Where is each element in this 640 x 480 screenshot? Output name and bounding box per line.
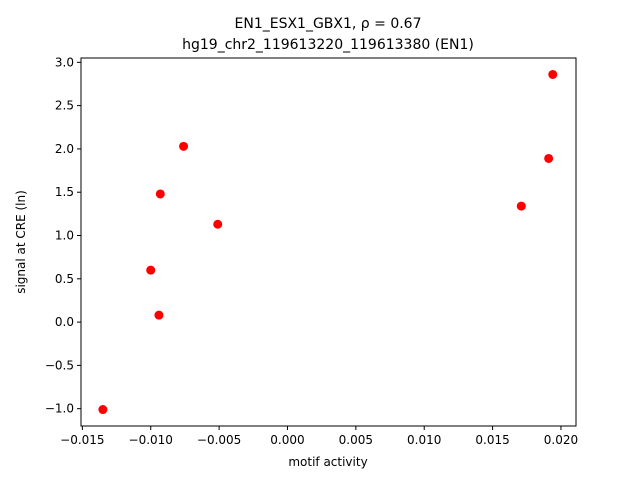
plot-frame bbox=[80, 57, 577, 427]
chart-subtitle: hg19_chr2_119613220_119613380 (EN1) bbox=[182, 37, 474, 53]
y-tick-label: 2.5 bbox=[55, 99, 74, 113]
point bbox=[98, 405, 108, 415]
point bbox=[146, 265, 156, 275]
x-tick-label: 0.015 bbox=[475, 433, 509, 447]
point bbox=[179, 141, 189, 151]
y-tick-label: 3.0 bbox=[55, 55, 74, 69]
chart-title: EN1_ESX1_GBX1, ρ = 0.67 bbox=[235, 16, 422, 32]
y-tick-label: 1.5 bbox=[55, 185, 74, 199]
point bbox=[213, 219, 223, 229]
y-tick-label: 0.0 bbox=[55, 315, 74, 329]
y-tick-label: 2.0 bbox=[55, 142, 74, 156]
x-tick-label: 0.005 bbox=[339, 433, 373, 447]
point bbox=[154, 310, 164, 320]
x-tick-label: 0.000 bbox=[270, 433, 304, 447]
x-tick-label: −0.015 bbox=[60, 433, 104, 447]
point bbox=[516, 201, 526, 211]
x-tick-label: −0.010 bbox=[129, 433, 173, 447]
x-axis-label: motif activity bbox=[288, 455, 367, 469]
y-tick-label: −0.5 bbox=[45, 358, 74, 372]
point bbox=[544, 153, 554, 163]
x-tick-label: 0.010 bbox=[407, 433, 441, 447]
x-tick-label: 0.020 bbox=[544, 433, 578, 447]
y-tick-label: 0.5 bbox=[55, 272, 74, 286]
y-tick-label: 1.0 bbox=[55, 229, 74, 243]
point bbox=[548, 69, 558, 79]
y-tick-label: −1.0 bbox=[45, 402, 74, 416]
y-axis-label: signal at CRE (ln) bbox=[14, 190, 28, 294]
point bbox=[155, 189, 165, 199]
x-tick-label: −0.005 bbox=[197, 433, 241, 447]
